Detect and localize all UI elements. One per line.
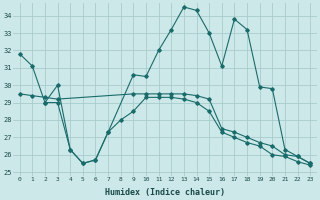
- X-axis label: Humidex (Indice chaleur): Humidex (Indice chaleur): [105, 188, 225, 197]
